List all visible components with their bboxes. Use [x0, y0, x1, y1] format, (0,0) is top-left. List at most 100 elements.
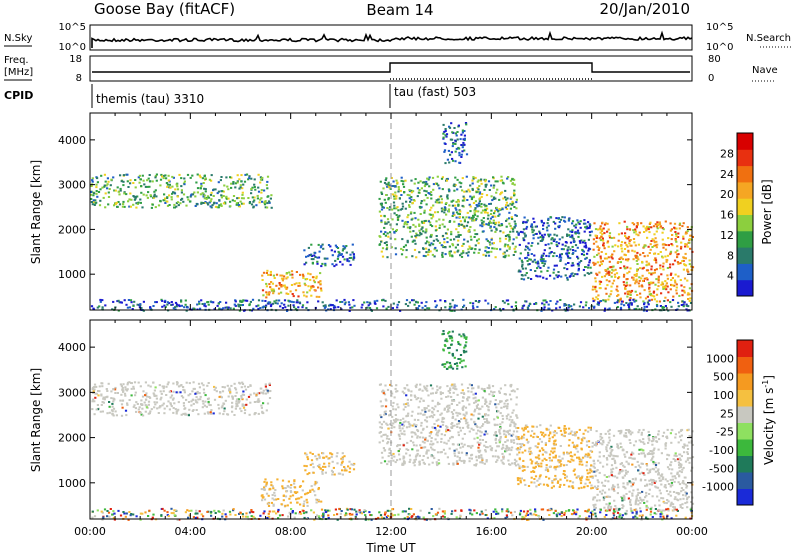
echo-cell [502, 458, 504, 460]
echo-cell [474, 229, 476, 231]
echo-cell [463, 239, 465, 241]
echo-cell [166, 304, 168, 306]
echo-cell [454, 205, 456, 207]
echo-cell [535, 445, 537, 447]
echo-cell [459, 459, 461, 461]
echo-cell [228, 388, 230, 390]
echo-cell [516, 199, 518, 201]
echo-cell [176, 413, 178, 415]
echo-cell [484, 403, 486, 405]
echo-cell [637, 224, 639, 226]
echo-cell [188, 394, 190, 396]
echo-cell [592, 442, 594, 444]
echo-cell [515, 436, 517, 438]
echo-cell [273, 290, 275, 292]
echo-cell [177, 196, 179, 198]
echo-cell [625, 429, 627, 431]
echo-cell [185, 304, 187, 306]
echo-cell [283, 495, 285, 497]
echo-cell [527, 260, 529, 262]
echo-cell [655, 262, 657, 264]
echo-cell [495, 461, 497, 463]
echo-cell [503, 463, 505, 465]
echo-cell [624, 254, 626, 256]
echo-cell [218, 199, 220, 201]
echo-cell [287, 485, 289, 487]
echo-cell [352, 259, 354, 261]
echo-cell [460, 134, 462, 136]
echo-cell [619, 267, 621, 269]
echo-cell [574, 273, 576, 275]
echo-cell [464, 135, 466, 137]
echo-cell [448, 150, 450, 152]
echo-cell [444, 300, 446, 302]
echo-cell [303, 505, 305, 507]
echo-cell [270, 274, 272, 276]
echo-cell [432, 205, 434, 207]
echo-cell [405, 208, 407, 210]
echo-cell [383, 392, 385, 394]
echo-cell [430, 194, 432, 196]
echo-cell [195, 182, 197, 184]
echo-cell [381, 423, 383, 425]
echo-cell [232, 199, 234, 201]
echo-cell [433, 457, 435, 459]
echo-cell [503, 430, 505, 432]
echo-cell [612, 246, 614, 248]
echo-cell [670, 442, 672, 444]
echo-cell [396, 306, 398, 308]
echo-cell [453, 221, 455, 223]
echo-cell [297, 285, 299, 287]
echo-cell [198, 303, 200, 305]
echo-cell [456, 448, 458, 450]
echo-cell [475, 244, 477, 246]
echo-cell [464, 344, 466, 346]
echo-cell [459, 213, 461, 215]
echo-cell [533, 433, 535, 435]
echo-cell [152, 305, 154, 307]
echo-cell [479, 427, 481, 429]
echo-cell [324, 264, 326, 266]
echo-cell [441, 210, 443, 212]
echo-cell [168, 194, 170, 196]
echo-cell [248, 396, 250, 398]
echo-cell [433, 240, 435, 242]
echo-cell [623, 499, 625, 501]
echo-cell [169, 402, 171, 404]
echo-cell [520, 252, 522, 254]
echo-cell [568, 486, 570, 488]
echo-cell [604, 275, 606, 277]
echo-cell [489, 244, 491, 246]
echo-cell [389, 452, 391, 454]
colorbar-tick-label: 4 [727, 270, 734, 283]
echo-cell [681, 503, 683, 505]
echo-cell [183, 405, 185, 407]
echo-cell [361, 307, 363, 309]
echo-cell [216, 390, 218, 392]
echo-cell [114, 392, 116, 394]
echo-cell [425, 301, 427, 303]
echo-cell [474, 409, 476, 411]
echo-cell [169, 187, 171, 189]
echo-cell [522, 452, 524, 454]
echo-cell [251, 203, 253, 205]
echo-cell [284, 505, 286, 507]
echo-cell [424, 232, 426, 234]
echo-cell [548, 440, 550, 442]
echo-cell [235, 400, 237, 402]
echo-cell [101, 385, 103, 387]
echo-cell [452, 160, 454, 162]
echo-cell [627, 258, 629, 260]
echo-cell [458, 420, 460, 422]
echo-cell [455, 151, 457, 153]
echo-cell [594, 288, 596, 290]
echo-cell [384, 223, 386, 225]
echo-cell [625, 493, 627, 495]
echo-cell [472, 305, 474, 307]
echo-cell [324, 307, 326, 309]
echo-cell [527, 431, 529, 433]
echo-cell [342, 248, 344, 250]
echo-cell [191, 175, 193, 177]
echo-cell [597, 298, 599, 300]
echo-cell [317, 287, 319, 289]
